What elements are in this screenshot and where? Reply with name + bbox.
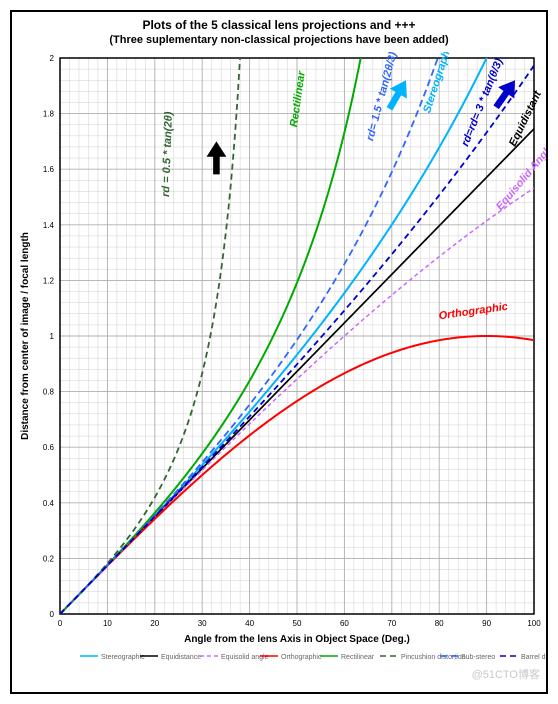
svg-text:0.6: 0.6 [43, 443, 55, 452]
legend-item: Equisolid angle [221, 654, 269, 661]
legend-item: Sub-stereo [461, 654, 495, 661]
curve-label-equisolid: Equisolid Angle [494, 142, 546, 213]
svg-text:1.8: 1.8 [43, 110, 55, 119]
svg-text:1.6: 1.6 [43, 165, 55, 174]
legend-item: Pincushion distortion [401, 654, 466, 661]
legend-item: Barrel distortion [521, 654, 546, 661]
svg-text:90: 90 [482, 619, 491, 628]
svg-text:1: 1 [50, 332, 55, 341]
x-axis-label: Angle from the lens Axis in Object Space… [184, 634, 410, 645]
legend-item: Stereographic [101, 654, 145, 661]
svg-text:50: 50 [293, 619, 302, 628]
svg-text:1.4: 1.4 [43, 221, 55, 230]
lens-projection-chart: 0 10 20 30 40 50 60 70 80 90 100 0 0.2 0.4 0.6 0.8 1 1.2 1… [12, 52, 546, 670]
svg-text:0: 0 [50, 610, 55, 619]
watermark: @51CTO博客 [472, 666, 540, 682]
svg-text:0.4: 0.4 [43, 499, 55, 508]
legend-item: Equidistance [161, 654, 201, 661]
curve-label-stereographic: Stereographic [421, 52, 455, 115]
chart-subtitle: (Three suplementary non-classical projec… [12, 34, 546, 52]
svg-text:0.2: 0.2 [43, 554, 55, 563]
svg-text:70: 70 [387, 619, 396, 628]
svg-text:80: 80 [435, 619, 444, 628]
svg-text:100: 100 [527, 619, 541, 628]
svg-text:10: 10 [103, 619, 112, 628]
curve-label-rectilinear: Rectilinear [288, 70, 308, 128]
svg-text:0.8: 0.8 [43, 388, 55, 397]
svg-text:40: 40 [245, 619, 254, 628]
svg-text:1.2: 1.2 [43, 276, 55, 285]
svg-text:60: 60 [340, 619, 349, 628]
svg-text:2: 2 [50, 54, 55, 63]
legend-item: Orthographic [281, 654, 322, 661]
curve-pincushion [60, 52, 247, 614]
svg-text:20: 20 [150, 619, 159, 628]
legend-item: Rectilinear [341, 654, 375, 661]
y-axis-label: Distance from center of image / focal le… [20, 232, 31, 440]
curve-label-pincushion: rd = 0.5 * tan(2θ) [160, 111, 175, 197]
svg-text:0: 0 [58, 619, 63, 628]
svg-text:30: 30 [198, 619, 207, 628]
curve-rectilinear [60, 52, 380, 614]
chart-title: Plots of the 5 classical lens projection… [12, 12, 546, 34]
